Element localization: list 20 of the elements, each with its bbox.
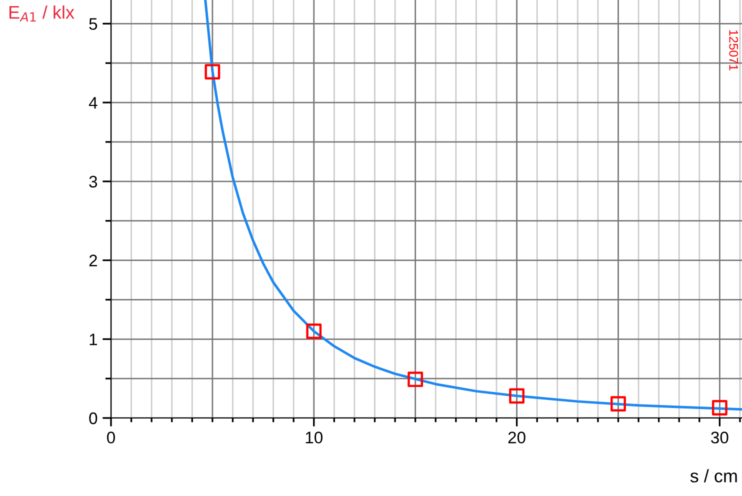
y-tick-label: 0 (89, 412, 98, 424)
line-series (204, 0, 742, 411)
y-tick-label: 5 (89, 18, 98, 30)
y-tick-label: 4 (88, 97, 98, 109)
point (610, 396, 626, 412)
point (306, 324, 322, 339)
annotation: 125071 (729, 30, 738, 70)
point (408, 372, 424, 388)
x-axis-title: s / cm (690, 469, 737, 482)
y-tick-label: 2 (89, 254, 97, 266)
x-tick-label: 0 (107, 432, 115, 444)
y-tick-label: 1 (90, 334, 97, 346)
x-tick-label: 10 (306, 432, 323, 444)
x-tick-label: 20 (508, 432, 526, 444)
point (509, 388, 524, 404)
y-tick-label: 3 (89, 176, 98, 188)
x-tick-label: 30 (711, 432, 728, 444)
point (712, 400, 728, 416)
point (204, 64, 220, 80)
y-axis-title: E$_{A1}$ / klx (9, 5, 74, 22)
